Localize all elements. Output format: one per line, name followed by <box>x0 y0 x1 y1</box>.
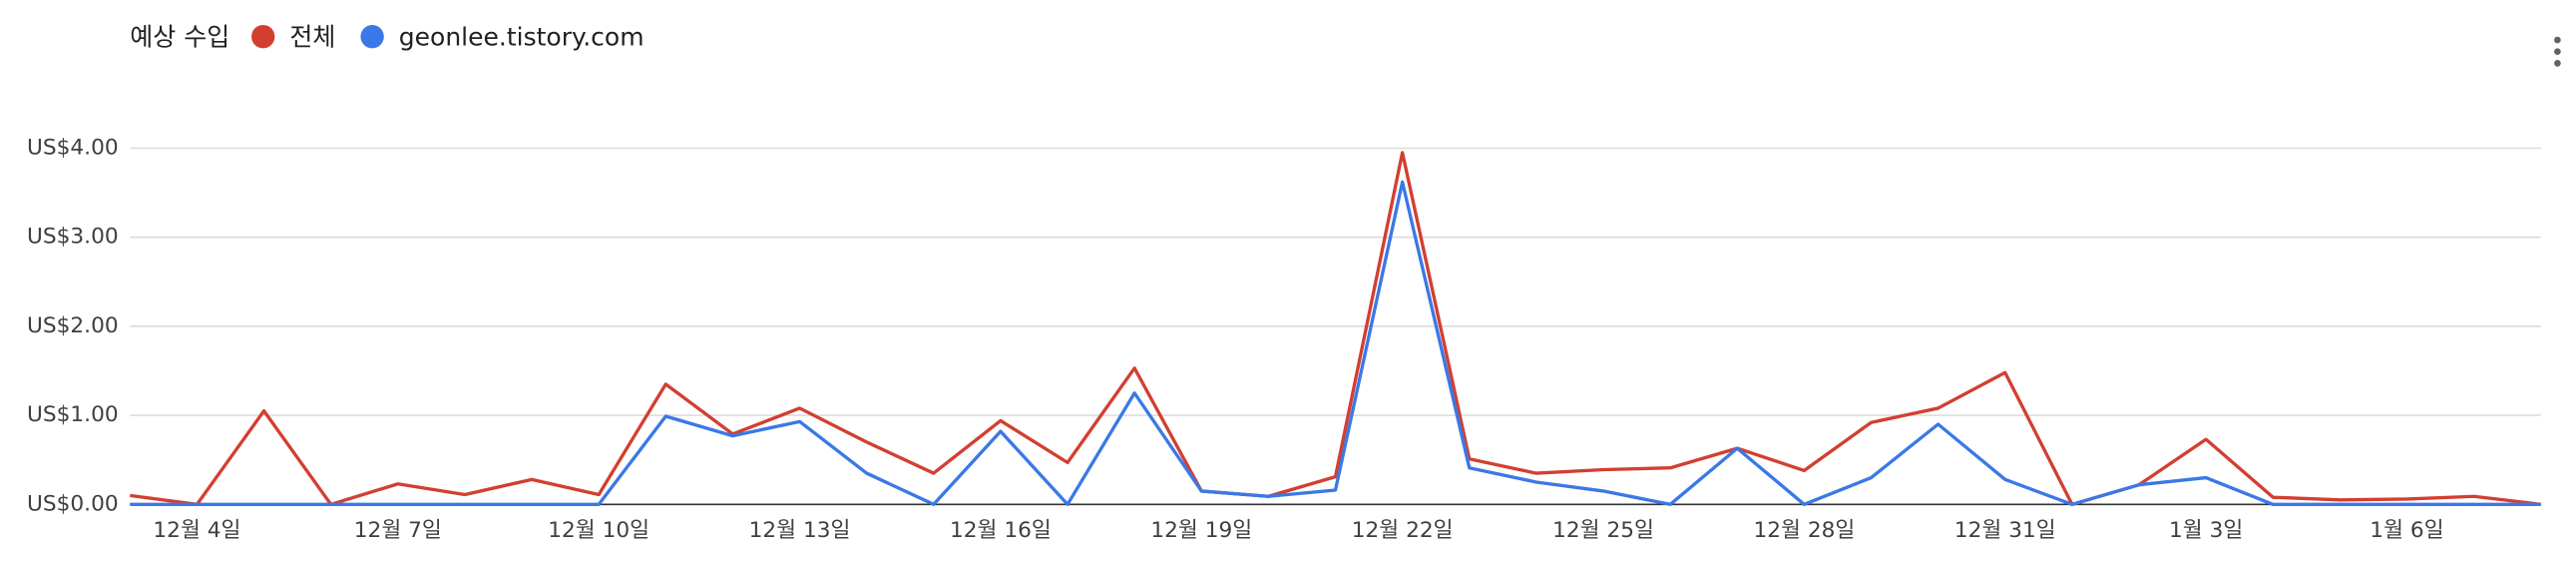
x-tick-label: 12월 13일 <box>749 518 851 543</box>
menu-dot <box>2554 60 2561 67</box>
x-tick-label: 12월 22일 <box>1352 518 1454 543</box>
x-tick-label: 12월 16일 <box>950 518 1052 543</box>
series-line <box>130 151 2541 506</box>
menu-dot <box>2554 48 2561 56</box>
menu-button[interactable] <box>2554 36 2561 67</box>
x-tick-label: 1월 3일 <box>2169 518 2243 543</box>
y-tick-label: US$0.00 <box>27 491 119 516</box>
menu-dot <box>2554 36 2561 44</box>
y-tick-label: US$3.00 <box>27 225 119 250</box>
series-line <box>130 180 2541 506</box>
x-tick-label: 12월 31일 <box>1954 518 2056 543</box>
x-tick-label: 12월 25일 <box>1552 518 1654 543</box>
y-tick-label: US$4.00 <box>27 135 119 160</box>
legend-label[interactable]: 전체 <box>289 22 335 51</box>
x-tick-label: 1월 6일 <box>2369 518 2443 543</box>
y-tick-label: US$2.00 <box>27 313 119 338</box>
legend-marker[interactable] <box>251 25 275 49</box>
legend-title: 예상 수입 <box>130 22 229 51</box>
x-tick-label: 12월 10일 <box>548 518 649 543</box>
x-tick-label: 12월 4일 <box>153 518 240 543</box>
legend-label[interactable]: geonlee.tistory.com <box>399 22 644 51</box>
x-tick-label: 12월 28일 <box>1753 518 1855 543</box>
x-tick-label: 12월 19일 <box>1150 518 1252 543</box>
legend-marker[interactable] <box>360 25 384 49</box>
y-tick-label: US$1.00 <box>27 402 119 427</box>
x-tick-label: 12월 7일 <box>354 518 442 543</box>
